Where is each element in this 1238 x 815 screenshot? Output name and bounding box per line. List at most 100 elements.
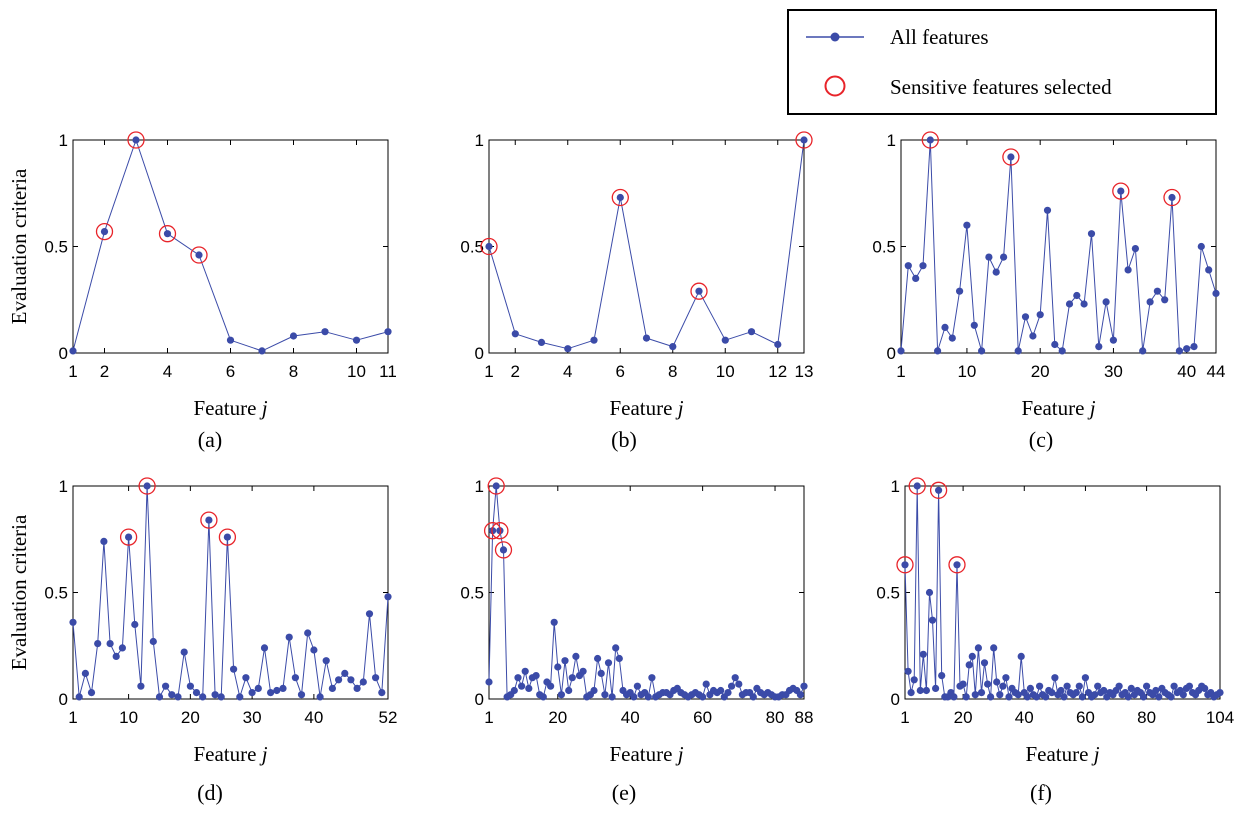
data-point xyxy=(1175,347,1183,355)
data-point xyxy=(1057,686,1065,695)
data-point xyxy=(554,663,562,671)
panel-label: (d) xyxy=(197,780,223,805)
data-point xyxy=(230,665,238,673)
data-point xyxy=(100,228,109,236)
data-point xyxy=(1014,691,1022,699)
data-point xyxy=(258,347,266,355)
data-point xyxy=(724,689,732,697)
selected-feature-circle xyxy=(494,541,513,559)
data-point xyxy=(1152,686,1160,695)
data-point xyxy=(518,682,526,690)
data-point xyxy=(941,323,949,331)
data-point xyxy=(1029,332,1037,340)
data-point xyxy=(285,633,293,641)
data-point xyxy=(547,682,555,690)
data-point xyxy=(728,682,736,690)
data-point xyxy=(289,332,298,340)
x-tick-label: 44 xyxy=(1207,362,1226,381)
x-axis-label: Feature j xyxy=(609,396,683,420)
data-point xyxy=(699,693,707,701)
x-axis-label: Feature j xyxy=(193,742,267,766)
data-point xyxy=(1170,682,1178,690)
data-point xyxy=(521,667,529,675)
data-point xyxy=(1185,682,1193,690)
data-point xyxy=(594,654,602,663)
data-point xyxy=(731,674,739,682)
data-point xyxy=(347,676,355,684)
plot-frame xyxy=(488,139,805,354)
data-point xyxy=(572,652,580,661)
data-point xyxy=(1094,682,1102,690)
x-tick-label: 10 xyxy=(716,362,735,381)
x-axis-label-text: Feature xyxy=(193,396,261,420)
data-point xyxy=(590,686,598,695)
data-point xyxy=(499,546,508,554)
data-point xyxy=(137,682,145,690)
selected-feature-circle xyxy=(1163,188,1181,207)
data-point xyxy=(1026,684,1034,693)
x-axis-label-variable: j xyxy=(1087,396,1096,420)
data-point xyxy=(948,334,956,342)
data-point xyxy=(384,328,392,336)
selected-feature-circle xyxy=(690,282,708,300)
data-point xyxy=(996,691,1004,699)
data-point xyxy=(616,193,624,202)
data-point xyxy=(316,693,324,701)
data-point xyxy=(1102,298,1110,306)
y-tick-label: 1 xyxy=(891,477,900,496)
data-point xyxy=(1095,343,1103,351)
data-point xyxy=(977,689,986,697)
data-point xyxy=(1190,343,1198,351)
data-point xyxy=(1139,693,1148,701)
data-point xyxy=(1023,693,1031,701)
data-point xyxy=(642,334,651,342)
data-point xyxy=(735,680,743,688)
data-point xyxy=(1127,684,1135,693)
data-point xyxy=(1091,691,1099,699)
selected-feature-circle xyxy=(948,556,966,574)
data-point xyxy=(485,678,493,686)
data-point xyxy=(1073,291,1081,300)
data-point xyxy=(163,230,172,238)
data-point xyxy=(1197,242,1205,251)
data-point xyxy=(273,686,281,695)
chart-panel-c: 0 0.5 1 1 10 20 30 40 44 Feature j (c) xyxy=(872,131,1225,452)
data-point xyxy=(1002,674,1010,682)
data-point xyxy=(297,691,306,699)
chart-panel-e: 0 0.5 1 1 20 40 60 80 88 Feature j (e) xyxy=(460,477,813,805)
data-point xyxy=(590,336,598,344)
data-point xyxy=(168,691,176,699)
data-point xyxy=(525,684,533,693)
data-point xyxy=(1146,298,1154,306)
x-tick-label: 1 xyxy=(900,708,909,727)
panel-label: (c) xyxy=(1029,427,1053,452)
panel-label: (a) xyxy=(198,427,222,452)
data-point xyxy=(242,674,250,682)
data-point xyxy=(1014,347,1022,355)
y-axis-label: Evaluation criteria xyxy=(7,168,31,324)
series-line xyxy=(72,485,389,698)
data-point xyxy=(579,667,587,675)
chart-panel-d: 0 0.5 1 1 10 20 30 40 52 Feature j Evaluation crit… xyxy=(7,477,397,805)
selected-feature-circle xyxy=(483,522,502,540)
y-tick-label: 0 xyxy=(475,344,484,363)
data-point xyxy=(550,618,558,626)
data-point xyxy=(669,343,677,351)
data-point xyxy=(384,593,392,601)
panel-label: (e) xyxy=(612,780,636,805)
data-point xyxy=(901,561,909,569)
x-tick-label: 13 xyxy=(795,362,814,381)
chart-panel-f: 0 0.5 1 1 20 40 60 80 104 Feature j (f) xyxy=(876,477,1234,805)
data-point xyxy=(537,338,546,346)
data-point xyxy=(913,482,921,490)
data-point xyxy=(925,588,934,597)
data-point xyxy=(496,527,504,535)
data-point xyxy=(633,682,642,690)
data-point xyxy=(568,674,576,682)
data-point xyxy=(985,253,993,261)
data-point xyxy=(1183,345,1191,353)
x-tick-label: 8 xyxy=(668,362,677,381)
data-point xyxy=(248,689,256,697)
data-point xyxy=(254,684,262,693)
